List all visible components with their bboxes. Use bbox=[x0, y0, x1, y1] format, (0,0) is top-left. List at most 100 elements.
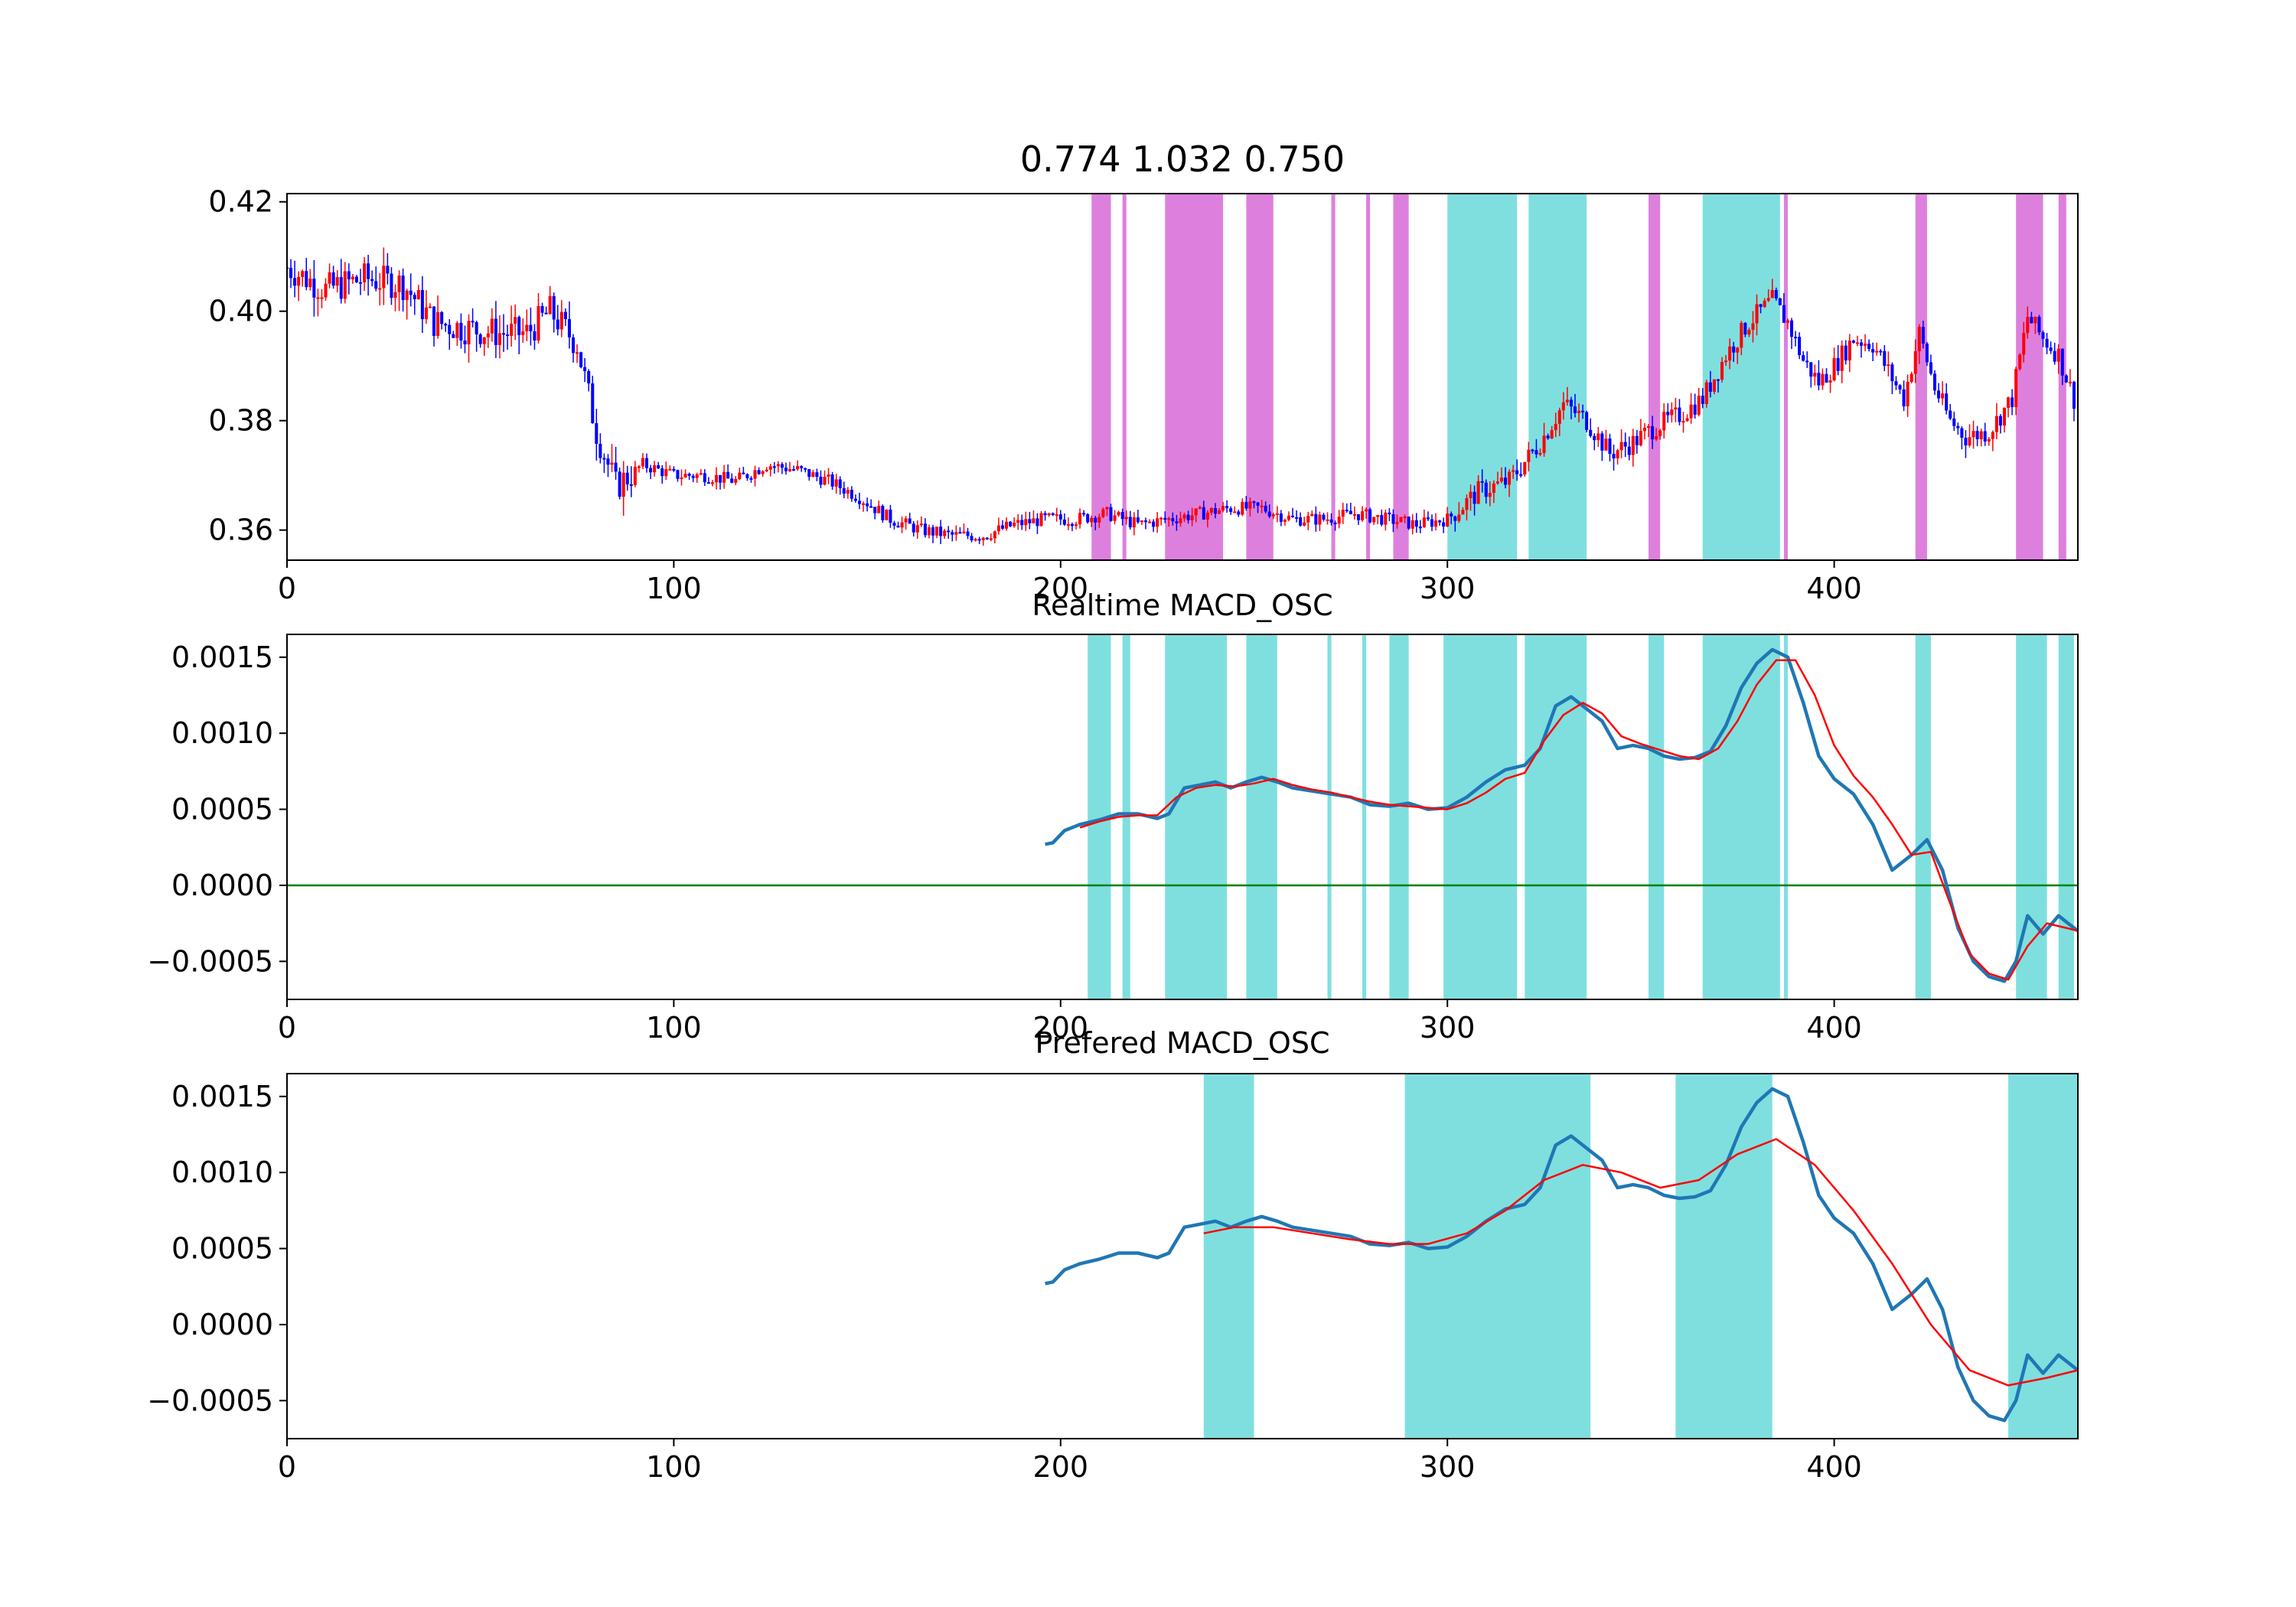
candle-down bbox=[1651, 426, 1655, 440]
prefered-macd-signal-line bbox=[1203, 1138, 2078, 1387]
candle-up bbox=[1117, 512, 1120, 516]
price-y-tick-label: 0.42 bbox=[208, 185, 273, 219]
candle-down bbox=[2049, 347, 2053, 351]
candle-up bbox=[811, 472, 815, 478]
candle-up bbox=[1434, 520, 1438, 527]
candle-down bbox=[579, 352, 583, 367]
candle-up bbox=[1736, 347, 1740, 353]
realtime-macd-x-tick-label: 200 bbox=[1033, 1011, 1089, 1045]
buy-signal-span bbox=[1447, 194, 1518, 560]
candle-up bbox=[1689, 404, 1693, 419]
candle-up bbox=[668, 468, 672, 471]
candle-down bbox=[1345, 510, 1349, 512]
candle-up bbox=[734, 479, 738, 483]
candle-up bbox=[436, 311, 440, 336]
candle-up bbox=[382, 266, 386, 288]
candle-up bbox=[1646, 426, 1651, 429]
candle-up bbox=[1596, 433, 1600, 441]
candle-down bbox=[1438, 520, 1442, 523]
candle-down bbox=[1380, 515, 1384, 525]
candle-up bbox=[525, 324, 529, 331]
prefered-macd-panel: Prefered MACD_OSC 0 100 200 300 400 −0.0005 0.… bbox=[147, 1026, 2079, 1484]
candle-down bbox=[1062, 519, 1066, 525]
candle-up bbox=[397, 275, 401, 292]
candle-down bbox=[2041, 332, 2045, 339]
candle-up bbox=[1499, 478, 1503, 482]
candle-down bbox=[1952, 418, 1956, 426]
candle-down bbox=[502, 333, 506, 335]
candle-up bbox=[393, 292, 397, 298]
candle-down bbox=[287, 267, 289, 269]
realtime-macd-axes-frame bbox=[286, 634, 2079, 1000]
candle-down bbox=[386, 266, 390, 274]
candle-down bbox=[305, 271, 308, 288]
candle-down bbox=[459, 322, 463, 341]
realtime-macd-x-tick-label: 400 bbox=[1806, 1011, 1862, 1045]
candle-down bbox=[800, 466, 804, 468]
realtime-macd-y-tick-label: −0.0005 bbox=[147, 944, 273, 978]
price-y-tick-label: 0.40 bbox=[208, 295, 273, 328]
candle-down bbox=[889, 509, 892, 523]
sell-signal-span bbox=[1783, 194, 1788, 560]
candle-up bbox=[1704, 382, 1708, 404]
candle-down bbox=[1902, 389, 1906, 407]
candle-up bbox=[796, 466, 800, 470]
realtime-macd-x-tick-label: 100 bbox=[646, 1011, 702, 1045]
candle-down bbox=[591, 383, 595, 423]
candle-up bbox=[1260, 505, 1264, 507]
candle-down bbox=[1171, 518, 1175, 522]
candle-up bbox=[1105, 507, 1109, 510]
realtime-macd-y-tick-label: 0.0005 bbox=[171, 793, 273, 826]
price-x-tick-label: 300 bbox=[1420, 572, 1476, 605]
candle-down bbox=[1871, 349, 1875, 353]
candle-up bbox=[316, 297, 320, 299]
candle-up bbox=[486, 333, 490, 337]
candle-down bbox=[552, 295, 556, 320]
candle-down bbox=[1612, 454, 1616, 459]
candle-up bbox=[1751, 323, 1755, 331]
candle-up bbox=[1864, 344, 1867, 346]
candle-down bbox=[1859, 342, 1863, 346]
prefered-macd-y-tick-label: −0.0005 bbox=[147, 1384, 273, 1417]
candle-down bbox=[618, 471, 621, 497]
candle-up bbox=[1979, 431, 1983, 440]
candle-down bbox=[1678, 407, 1681, 422]
realtime-macd-signal-span bbox=[1783, 634, 1788, 999]
sell-signal-span bbox=[2016, 194, 2043, 560]
candle-up bbox=[1352, 513, 1356, 516]
candle-down bbox=[853, 498, 857, 501]
candle-down bbox=[1600, 433, 1604, 451]
candle-up bbox=[1287, 515, 1291, 520]
candle-down bbox=[452, 334, 455, 338]
candle-up bbox=[559, 311, 563, 330]
prefered-macd-signal-span bbox=[1203, 1074, 1254, 1439]
candle-down bbox=[1515, 470, 1519, 474]
candle-down bbox=[1407, 517, 1411, 529]
candle-down bbox=[1851, 341, 1855, 343]
sell-signal-span bbox=[1331, 194, 1336, 560]
candle-up bbox=[1875, 350, 1879, 353]
realtime-macd-y-tick-label: 0.0015 bbox=[171, 641, 273, 674]
realtime-macd-signal-span bbox=[2058, 634, 2074, 999]
candle-down bbox=[1418, 526, 1422, 529]
candle-up bbox=[1306, 516, 1310, 523]
candle-down bbox=[1322, 514, 1326, 520]
candle-down bbox=[1503, 478, 1508, 485]
candle-down bbox=[757, 470, 761, 474]
candle-up bbox=[1039, 513, 1043, 526]
candle-up bbox=[981, 537, 985, 540]
candle-down bbox=[850, 490, 853, 499]
realtime-macd-signal-span bbox=[1389, 634, 1409, 999]
prefered-macd-x-tick-label: 0 bbox=[278, 1450, 296, 1484]
candle-down bbox=[1314, 513, 1318, 525]
candle-down bbox=[772, 466, 776, 468]
candle-up bbox=[1248, 501, 1252, 509]
candle-down bbox=[448, 324, 452, 334]
realtime-macd-signal-span bbox=[1246, 634, 1277, 999]
candle-down bbox=[970, 536, 974, 541]
candle-up bbox=[1508, 471, 1512, 485]
candle-down bbox=[1975, 431, 1979, 440]
candle-up bbox=[710, 482, 714, 484]
price-chart-title: 0.774 1.032 0.750 bbox=[1020, 139, 1345, 180]
candle-up bbox=[510, 323, 514, 336]
